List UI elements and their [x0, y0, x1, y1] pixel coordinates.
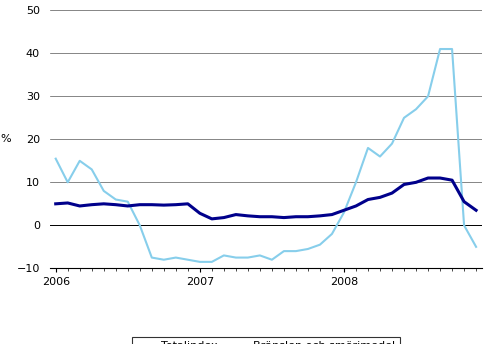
- Legend: Totalindex, Bränslen och smörjmedel: Totalindex, Bränslen och smörjmedel: [132, 337, 400, 344]
- Y-axis label: %: %: [0, 134, 11, 144]
